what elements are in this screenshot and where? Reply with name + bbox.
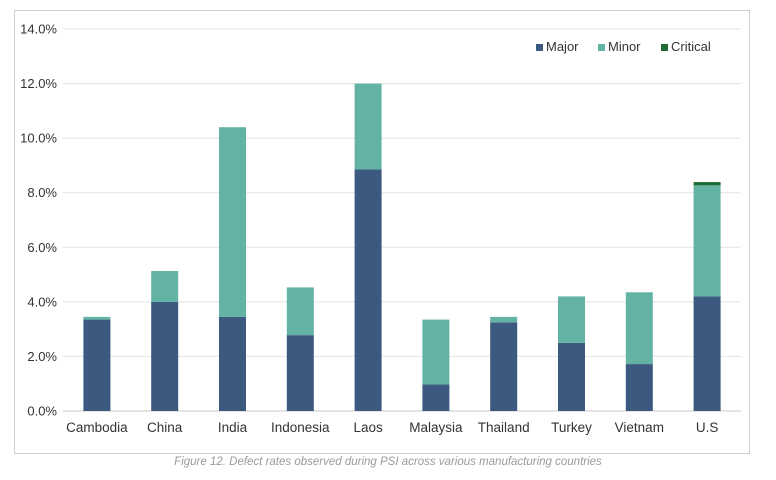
bar-minor xyxy=(286,287,314,336)
bar-minor xyxy=(422,319,450,385)
y-tick-label: 6.0% xyxy=(27,240,57,255)
y-tick-label: 8.0% xyxy=(27,185,57,200)
y-tick-label: 12.0% xyxy=(20,76,57,91)
bar-major xyxy=(558,342,585,411)
bar-major xyxy=(83,319,111,411)
x-tick-label: Thailand xyxy=(478,420,530,435)
bar-minor xyxy=(490,316,518,323)
x-tick-label: Turkey xyxy=(551,420,592,435)
figure-caption: Figure 12. Defect rates observed during … xyxy=(174,456,602,468)
bar-major xyxy=(219,316,246,411)
bars xyxy=(83,83,721,411)
bar-major xyxy=(490,322,518,411)
legend-swatch-major xyxy=(536,44,543,51)
bar-minor xyxy=(354,83,382,170)
bar-major xyxy=(422,384,450,411)
bar-major xyxy=(625,364,653,411)
y-tick-label: 2.0% xyxy=(27,349,57,364)
x-axis-labels: Cambodia China India Indonesia Laos Malaysia T… xyxy=(66,420,718,435)
legend-swatch-minor xyxy=(598,44,605,51)
bar-minor xyxy=(151,271,179,302)
x-tick-label: India xyxy=(218,420,248,435)
x-tick-label: Cambodia xyxy=(66,420,128,435)
bar-minor xyxy=(558,296,585,343)
y-tick-label: 10.0% xyxy=(20,131,57,146)
x-tick-label: U.S xyxy=(696,420,719,435)
y-tick-label: 14.0% xyxy=(20,22,57,37)
bar-critical xyxy=(693,182,721,186)
legend-swatch-critical xyxy=(661,44,668,51)
bar-major xyxy=(286,335,314,411)
bar-major xyxy=(354,169,382,411)
bar-minor xyxy=(83,316,111,320)
bar-major xyxy=(151,301,179,411)
legend: Major Minor Critical xyxy=(536,39,711,54)
x-tick-label: Vietnam xyxy=(615,420,664,435)
y-tick-label: 0.0% xyxy=(27,404,57,419)
y-axis-ticks: 0.0% 2.0% 4.0% 6.0% 8.0% 10.0% 12.0% 14.0% xyxy=(20,22,57,419)
x-tick-label: China xyxy=(147,420,183,435)
bar-major xyxy=(693,296,721,411)
stacked-bar-chart: 0.0% 2.0% 4.0% 6.0% 8.0% 10.0% 12.0% 14.0% Camb… xyxy=(20,22,741,435)
x-tick-label: Indonesia xyxy=(271,420,330,435)
legend-label-major: Major xyxy=(546,39,579,54)
legend-label-critical: Critical xyxy=(671,39,711,54)
x-tick-label: Malaysia xyxy=(409,420,463,435)
legend-label-minor: Minor xyxy=(608,39,641,54)
bar-minor xyxy=(625,292,653,365)
bar-minor xyxy=(219,127,246,317)
y-tick-label: 4.0% xyxy=(27,294,57,309)
x-tick-label: Laos xyxy=(353,420,383,435)
chart-frame: 0.0% 2.0% 4.0% 6.0% 8.0% 10.0% 12.0% 14.0% Camb… xyxy=(14,10,750,454)
bar-minor xyxy=(693,185,721,297)
